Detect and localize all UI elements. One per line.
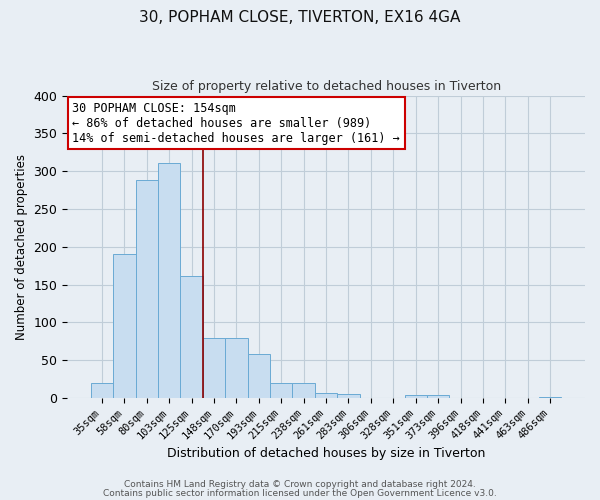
Bar xyxy=(158,163,181,398)
Bar xyxy=(315,393,337,398)
Bar xyxy=(113,254,136,398)
Bar xyxy=(91,383,113,398)
Bar xyxy=(181,276,203,398)
Text: 30, POPHAM CLOSE, TIVERTON, EX16 4GA: 30, POPHAM CLOSE, TIVERTON, EX16 4GA xyxy=(139,10,461,25)
Bar xyxy=(539,396,562,398)
Text: Contains public sector information licensed under the Open Government Licence v3: Contains public sector information licen… xyxy=(103,488,497,498)
Title: Size of property relative to detached houses in Tiverton: Size of property relative to detached ho… xyxy=(152,80,500,93)
X-axis label: Distribution of detached houses by size in Tiverton: Distribution of detached houses by size … xyxy=(167,447,485,460)
Y-axis label: Number of detached properties: Number of detached properties xyxy=(15,154,28,340)
Text: 30 POPHAM CLOSE: 154sqm
← 86% of detached houses are smaller (989)
14% of semi-d: 30 POPHAM CLOSE: 154sqm ← 86% of detache… xyxy=(73,102,400,144)
Bar xyxy=(337,394,360,398)
Bar xyxy=(270,383,292,398)
Bar xyxy=(427,395,449,398)
Bar xyxy=(136,180,158,398)
Bar xyxy=(225,338,248,398)
Text: Contains HM Land Registry data © Crown copyright and database right 2024.: Contains HM Land Registry data © Crown c… xyxy=(124,480,476,489)
Bar xyxy=(404,395,427,398)
Bar xyxy=(203,338,225,398)
Bar xyxy=(248,354,270,398)
Bar xyxy=(292,383,315,398)
